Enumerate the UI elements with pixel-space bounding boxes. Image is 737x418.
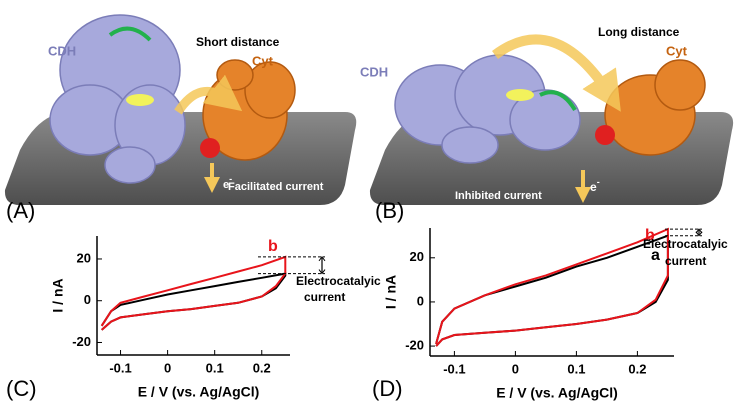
- series-label: a: [651, 247, 660, 264]
- arrow-head: [318, 256, 326, 262]
- y-tick-label: 0: [84, 292, 91, 307]
- panel-label: (D): [372, 376, 403, 401]
- annotation: Electrocatalyic: [643, 237, 728, 251]
- annotation: Electrocatalyic: [296, 274, 381, 288]
- cyt-label: Cyt: [252, 53, 274, 68]
- panel-b: CDH Cyt Long distance e- Inhibited curre…: [360, 25, 734, 223]
- fad: [126, 94, 154, 106]
- series-label: b: [268, 238, 278, 255]
- electron-label: e-: [223, 174, 232, 191]
- charge: -: [229, 174, 232, 184]
- cv-curve: [435, 227, 669, 347]
- cyt-label: Cyt: [666, 43, 688, 58]
- panel-label: (A): [6, 198, 35, 223]
- charts: -20 0 20 -0.1 0 0.1 0.2 E / V (vs. Ag/AgCl) I / …: [6, 227, 728, 401]
- panel-label: (C): [6, 376, 37, 401]
- cv-curve: [100, 255, 287, 331]
- arrow-head: [695, 228, 703, 234]
- current-label: Inhibited current: [455, 190, 542, 202]
- cv-curve: [435, 234, 669, 347]
- y-tick-label: -20: [405, 338, 424, 353]
- panel-a: CDH Cyt Short distance e- Facilitated cu…: [4, 14, 357, 223]
- y-tick-label: 0: [417, 293, 424, 308]
- electron: e: [223, 179, 229, 191]
- x-axis-label: E / V (vs. Ag/AgCl): [496, 385, 618, 401]
- panel-label: (B): [375, 198, 404, 223]
- x-tick-label: 0.2: [253, 360, 271, 375]
- cyt-protein: [604, 59, 706, 156]
- x-tick-label: -0.1: [109, 360, 131, 375]
- charge: -: [597, 177, 600, 187]
- heme: [595, 125, 615, 145]
- x-tick-label: 0.1: [206, 360, 224, 375]
- electron-label: e-: [590, 177, 600, 194]
- series-label: b: [645, 227, 655, 244]
- annotation: current: [304, 290, 345, 304]
- y-tick-label: 20: [410, 249, 424, 264]
- linker: [108, 26, 152, 42]
- x-tick-label: -0.1: [443, 361, 465, 376]
- cdh-label: CDH: [48, 43, 76, 58]
- arrow-head: [318, 269, 326, 275]
- heme: [200, 138, 220, 158]
- y-tick-label: 20: [77, 250, 91, 265]
- x-tick-label: 0.2: [628, 361, 646, 376]
- cv-curve: [100, 272, 287, 331]
- y-axis-label: I / nA: [50, 278, 66, 312]
- transfer-arrow: [174, 74, 243, 115]
- current-label: Facilitated current: [228, 181, 324, 193]
- x-tick-label: 0.1: [567, 361, 585, 376]
- fad: [506, 89, 534, 101]
- distance-label: Short distance: [196, 35, 280, 49]
- x-tick-label: 0: [164, 360, 171, 375]
- distance-label: Long distance: [598, 25, 680, 39]
- y-axis-label: I / nA: [383, 275, 399, 309]
- x-axis-label: E / V (vs. Ag/AgCl): [138, 384, 260, 400]
- cdh-label: CDH: [360, 64, 388, 79]
- electron: e: [590, 180, 597, 194]
- y-tick-label: -20: [72, 334, 91, 349]
- linker: [539, 90, 577, 112]
- cdh-protein: [394, 54, 581, 164]
- x-tick-label: 0: [512, 361, 519, 376]
- transfer-arrow: [492, 34, 621, 112]
- arrow-head: [695, 231, 703, 237]
- annotation: current: [665, 254, 706, 268]
